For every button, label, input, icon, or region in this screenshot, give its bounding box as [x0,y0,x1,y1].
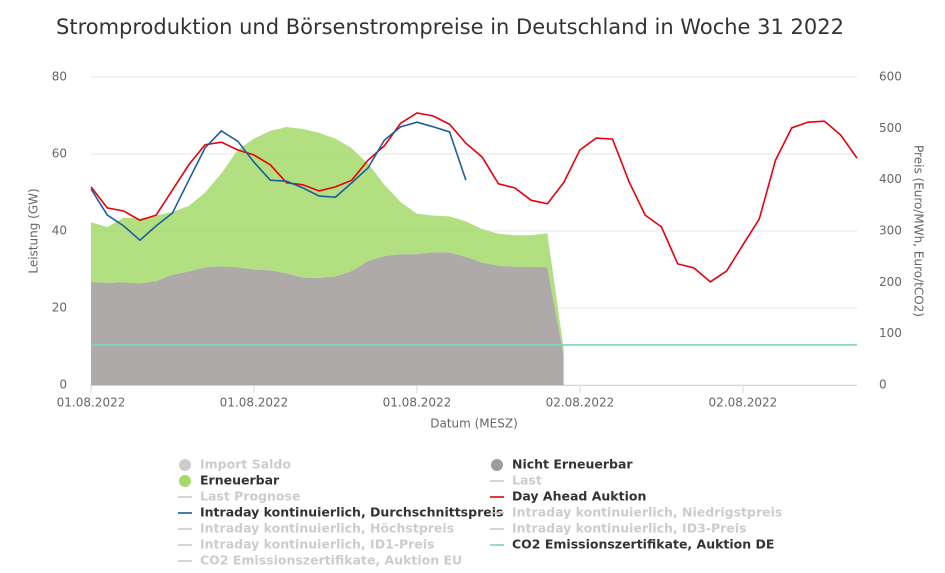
legend-label[interactable]: Erneuerbar [200,473,280,488]
legend-label[interactable]: Import Saldo [200,457,291,472]
y2-tick-label: 400 [879,172,902,186]
legend-marker [179,459,191,471]
legend-label[interactable]: Intraday kontinuierlich, Höchstpreis [200,521,454,536]
chart-title: Stromproduktion und Börsenstrompreise in… [56,15,844,39]
legend-label[interactable]: Nicht Erneuerbar [512,457,633,472]
legend-label[interactable]: Day Ahead Auktion [512,489,646,504]
x-tick-label: 02.08.2022 [546,396,615,410]
y2-tick-label: 500 [879,121,902,135]
y-axis-label: Leistung (GW) [27,188,41,273]
x-tick-label: 02.08.2022 [709,396,778,410]
y2-tick-label: 600 [879,70,902,84]
legend-marker [491,459,503,471]
legend-label[interactable]: Intraday kontinuierlich, ID3-Preis [512,521,747,536]
y2-tick-label: 200 [879,275,902,289]
legend-marker [179,475,191,487]
legend-label[interactable]: Intraday kontinuierlich, ID1-Preis [200,537,435,552]
y2-tick-label: 0 [879,378,887,392]
y-tick-label: 80 [52,70,67,84]
legend-label[interactable]: Intraday kontinuierlich, Niedrigstpreis [512,505,782,520]
y-tick-label: 0 [59,378,67,392]
legend-label[interactable]: CO2 Emissionszertifikate, Auktion EU [200,553,462,568]
y2-tick-label: 100 [879,326,902,340]
legend-label[interactable]: Last Prognose [200,489,300,504]
y2-tick-label: 300 [879,224,902,238]
x-tick-label: 01.08.2022 [383,396,452,410]
x-tick-label: 01.08.2022 [57,396,126,410]
y-tick-label: 40 [52,224,67,238]
x-axis-label: Datum (MESZ) [430,417,518,431]
y-tick-label: 60 [52,147,67,161]
line [90,121,467,242]
area [91,127,564,356]
legend-label[interactable]: Last [512,473,542,488]
x-tick-label: 01.08.2022 [220,396,289,410]
y2-axis-label: Preis (Euro/MWh, Euro/tCO2) [912,145,926,317]
y-tick-label: 20 [52,301,67,315]
legend-label[interactable]: CO2 Emissionszertifikate, Auktion DE [512,537,774,552]
line [90,112,858,283]
legend-label[interactable]: Intraday kontinuierlich, Durchschnittspr… [200,505,503,520]
area [91,252,564,385]
